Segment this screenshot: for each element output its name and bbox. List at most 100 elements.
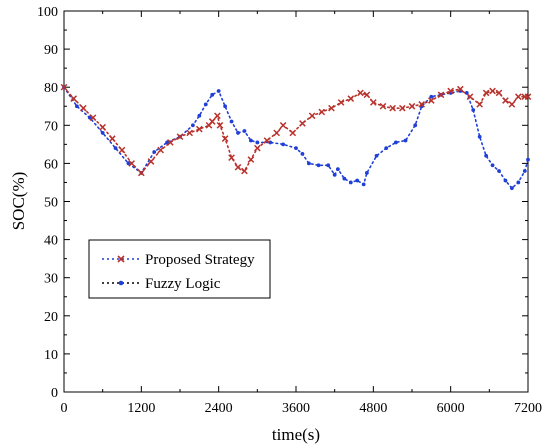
fuzzy-point — [342, 176, 347, 181]
y-tick-label: 60 — [44, 157, 58, 172]
y-tick-label: 70 — [44, 119, 58, 134]
legend: Proposed Strategy Fuzzy Logic — [88, 239, 271, 299]
proposed-point — [347, 95, 355, 102]
proposed-point — [466, 93, 474, 101]
series-line-proposed — [63, 86, 529, 175]
proposed-point — [228, 154, 235, 162]
proposed-point — [70, 95, 77, 102]
proposed-point — [476, 101, 483, 108]
fuzzy-point — [326, 163, 331, 168]
proposed-point — [289, 129, 297, 137]
fuzzy-point — [335, 167, 340, 172]
axis-ticks — [63, 10, 529, 393]
x-tick-label: 4800 — [359, 401, 387, 416]
proposed-point — [176, 133, 184, 141]
fuzzy-point — [126, 161, 131, 166]
y-axis-label: SOC(%) — [9, 172, 28, 231]
proposed-point — [447, 87, 454, 95]
y-tick-label: 0 — [51, 386, 58, 401]
fuzzy-point — [516, 180, 521, 185]
proposed-point — [357, 89, 364, 97]
proposed-point — [263, 137, 271, 144]
fuzzy-point — [355, 178, 360, 183]
proposed-point — [234, 163, 242, 171]
x-tick-label: 0 — [61, 401, 68, 416]
legend-box — [88, 239, 271, 299]
fuzzy-point — [281, 142, 286, 147]
proposed-point — [109, 135, 116, 142]
fuzzy-point — [113, 146, 118, 151]
proposed-point — [418, 101, 425, 108]
proposed-point — [379, 102, 387, 110]
proposed-point — [328, 104, 335, 112]
fuzzy-point — [229, 119, 234, 124]
proposed-point — [89, 114, 97, 122]
x-tick-labels: 0 1200 2400 3600 4800 6000 7200 — [61, 401, 543, 416]
proposed-point — [299, 120, 306, 127]
x-tick-label: 6000 — [437, 401, 465, 416]
series-markers — [60, 83, 532, 191]
proposed-point — [99, 123, 106, 131]
proposed-point — [389, 104, 396, 112]
fuzzy-point — [497, 169, 501, 173]
proposed-point — [489, 87, 496, 95]
fuzzy-point — [242, 129, 247, 133]
proposed-point — [457, 85, 464, 93]
legend-label-proposed: Proposed Strategy — [145, 252, 255, 268]
fuzzy-point — [74, 104, 79, 109]
fuzzy-point — [100, 131, 105, 135]
proposed-point — [128, 160, 135, 167]
y-tick-label: 80 — [44, 81, 58, 96]
proposed-point — [524, 93, 532, 101]
proposed-point — [157, 146, 164, 154]
fuzzy-point — [332, 172, 337, 177]
proposed-point — [118, 146, 126, 154]
fuzzy-point — [522, 169, 527, 173]
fuzzy-point — [248, 138, 253, 143]
fuzzy-point — [484, 153, 489, 158]
proposed-point — [363, 91, 371, 99]
plot-frame — [63, 10, 529, 393]
fuzzy-point — [306, 161, 311, 166]
fuzzy-point — [393, 140, 398, 145]
y-tick-label: 100 — [37, 5, 58, 20]
proposed-point — [221, 135, 229, 142]
fuzzy-point — [361, 182, 366, 187]
proposed-point — [147, 158, 155, 165]
fuzzy-point — [471, 108, 476, 112]
y-tick-labels: 0 10 20 30 40 50 60 70 80 90 100 — [37, 5, 58, 401]
fuzzy-point — [300, 151, 305, 156]
proposed-point — [167, 139, 174, 146]
proposed-point — [428, 97, 435, 104]
fuzzy-point — [210, 92, 215, 97]
x-axis-label: time(s) — [272, 425, 320, 444]
y-tick-label: 30 — [44, 272, 58, 287]
proposed-point — [515, 93, 522, 101]
x-tick-label: 7200 — [514, 401, 542, 416]
proposed-point — [508, 101, 516, 108]
fuzzy-point — [490, 163, 495, 168]
proposed-point — [318, 108, 326, 116]
fuzzy-point — [255, 140, 260, 145]
fuzzy-point — [294, 146, 298, 151]
y-tick-label: 50 — [44, 196, 58, 211]
fuzzy-point — [190, 123, 195, 128]
proposed-point — [308, 112, 316, 120]
fuzzy-point — [413, 123, 418, 128]
fuzzy-point — [503, 178, 508, 183]
series-lines — [63, 86, 529, 190]
proposed-point — [60, 83, 68, 91]
proposed-point — [80, 104, 87, 112]
proposed-point — [138, 169, 145, 177]
proposed-point — [437, 91, 445, 99]
fuzzy-point — [348, 180, 353, 185]
fuzzy-point — [197, 113, 202, 118]
proposed-point — [216, 121, 224, 129]
proposed-point — [214, 112, 221, 120]
y-tick-label: 10 — [44, 348, 58, 363]
fuzzy-point — [526, 157, 530, 162]
proposed-point — [370, 99, 377, 106]
fuzzy-point — [152, 150, 157, 154]
proposed-point — [196, 125, 203, 133]
